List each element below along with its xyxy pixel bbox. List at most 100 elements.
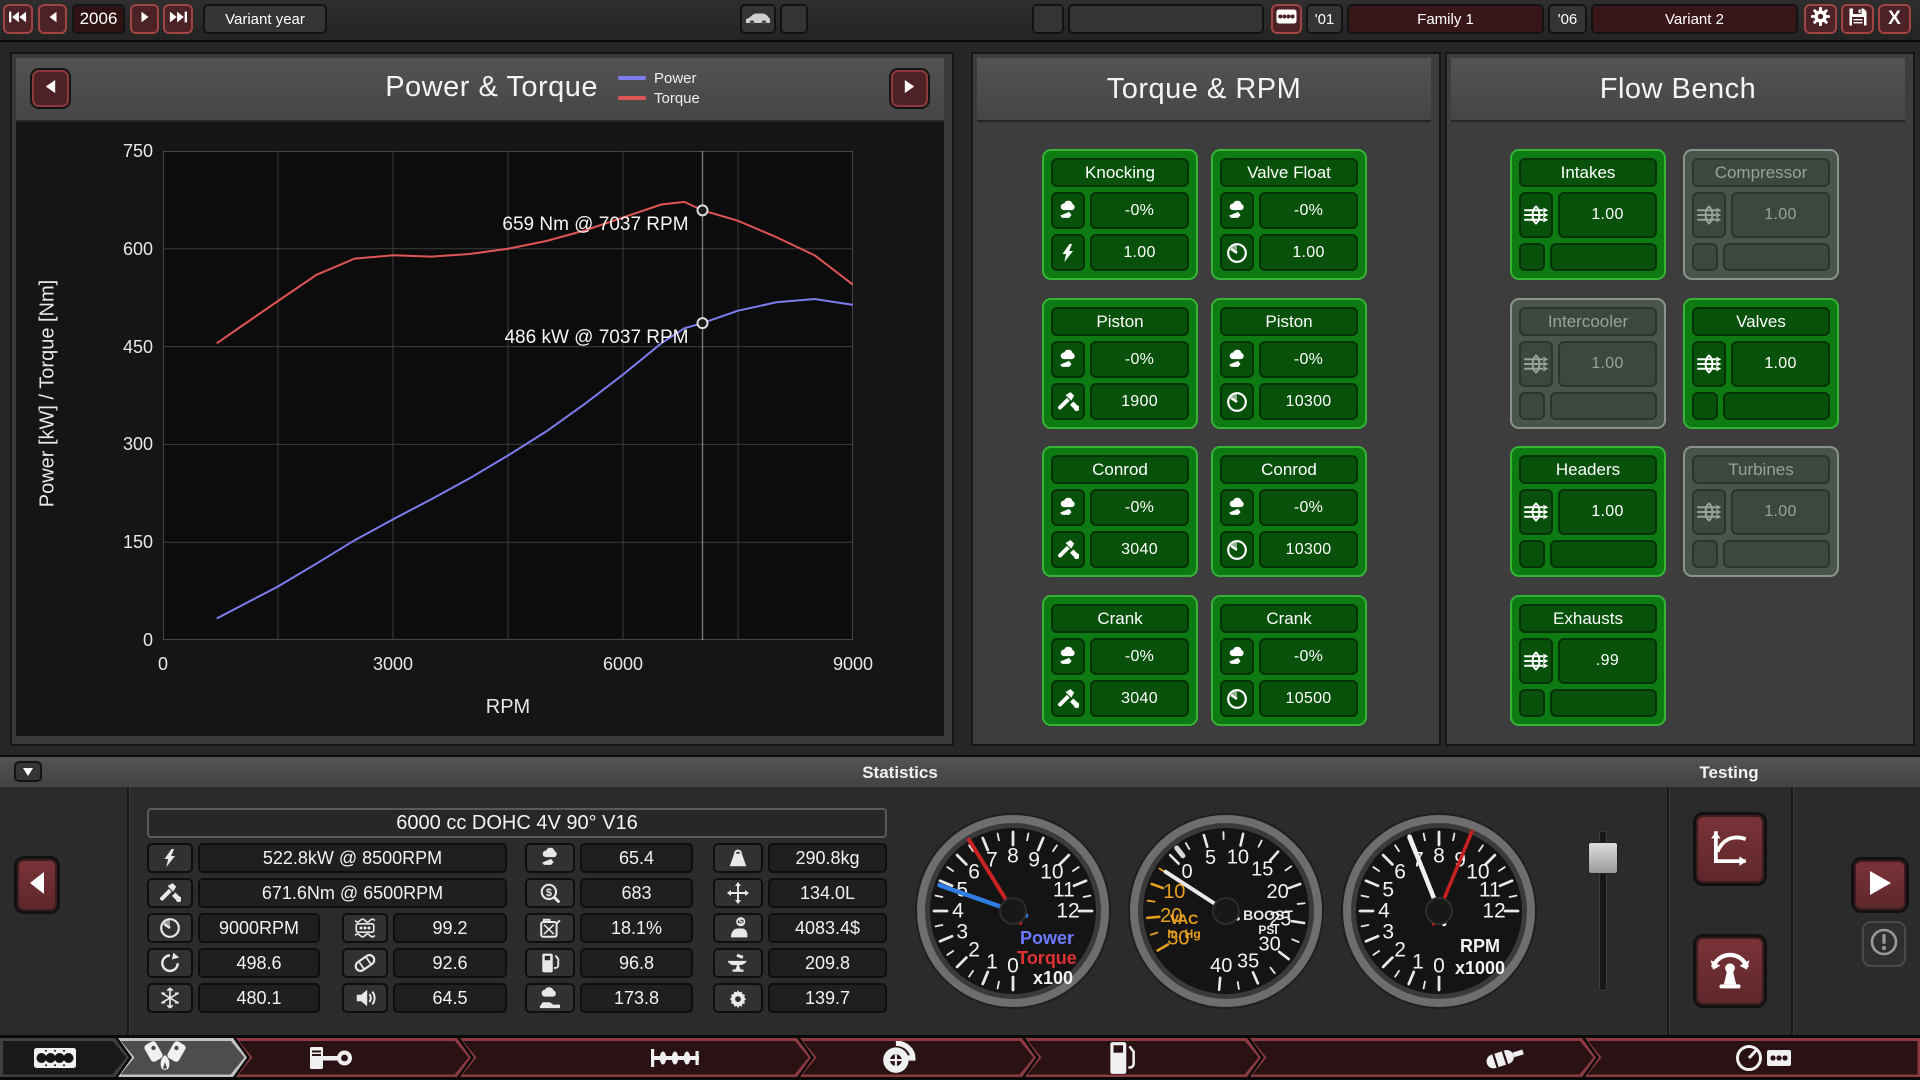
flow-icon[interactable] bbox=[1692, 489, 1726, 535]
run-test-button[interactable] bbox=[1851, 857, 1909, 913]
chart-next-button[interactable] bbox=[891, 70, 928, 107]
next-year-button[interactable] bbox=[130, 4, 159, 34]
flow-icon[interactable] bbox=[1692, 192, 1726, 238]
warning-button[interactable] bbox=[1862, 921, 1906, 967]
empty-slot[interactable] bbox=[1692, 540, 1718, 568]
box-title[interactable]: Piston bbox=[1220, 307, 1358, 336]
empty-slot[interactable] bbox=[1519, 243, 1545, 271]
toolbar-tab-fuelpump[interactable] bbox=[1025, 1038, 1261, 1077]
gauge-icon[interactable] bbox=[1220, 234, 1254, 271]
box-value[interactable]: -0% bbox=[1259, 341, 1358, 378]
box-title[interactable]: Headers bbox=[1519, 455, 1657, 484]
knock-icon[interactable] bbox=[1220, 341, 1254, 378]
toolbar-tab-piston[interactable] bbox=[236, 1038, 471, 1077]
topbar-empty-slot-1[interactable] bbox=[780, 4, 808, 34]
knock-icon[interactable] bbox=[1051, 192, 1085, 229]
empty-slot[interactable] bbox=[1550, 689, 1657, 717]
variant-name-box[interactable]: Variant 2 bbox=[1591, 4, 1798, 34]
box-value[interactable]: 3040 bbox=[1090, 531, 1189, 568]
flow-value[interactable]: 1.00 bbox=[1731, 489, 1830, 535]
save-button[interactable] bbox=[1841, 4, 1874, 34]
skip-last-year-button[interactable] bbox=[163, 4, 193, 34]
tools-icon[interactable] bbox=[1051, 531, 1085, 568]
box-value[interactable]: 1.00 bbox=[1090, 234, 1189, 271]
variant-year-value[interactable]: 2006 bbox=[72, 4, 125, 34]
knock-icon[interactable] bbox=[1220, 489, 1254, 526]
flow-icon[interactable] bbox=[1519, 638, 1553, 684]
dyno-run-button[interactable] bbox=[1693, 934, 1767, 1008]
bolt-icon[interactable] bbox=[1051, 234, 1085, 271]
box-value[interactable]: -0% bbox=[1090, 341, 1189, 378]
box-value[interactable]: 3040 bbox=[1090, 680, 1189, 717]
gauge-icon[interactable] bbox=[1220, 383, 1254, 420]
knock-icon[interactable] bbox=[1220, 638, 1254, 675]
empty-slot[interactable] bbox=[1519, 540, 1545, 568]
box-title[interactable]: Knocking bbox=[1051, 158, 1189, 187]
box-title[interactable]: Crank bbox=[1051, 604, 1189, 633]
box-title[interactable]: Intakes bbox=[1519, 158, 1657, 187]
empty-slot[interactable] bbox=[1692, 392, 1718, 420]
empty-slot[interactable] bbox=[1519, 689, 1545, 717]
flow-icon[interactable] bbox=[1519, 192, 1553, 238]
flow-value[interactable]: 1.00 bbox=[1731, 341, 1830, 387]
settings-button[interactable] bbox=[1804, 4, 1837, 34]
flow-value[interactable]: 1.00 bbox=[1731, 192, 1830, 238]
flow-icon[interactable] bbox=[1692, 341, 1726, 387]
variant-year-badge[interactable]: '06 bbox=[1548, 4, 1587, 34]
empty-slot[interactable] bbox=[1550, 392, 1657, 420]
empty-slot[interactable] bbox=[1692, 243, 1718, 271]
box-value[interactable]: -0% bbox=[1090, 192, 1189, 229]
chart-prev-button[interactable] bbox=[32, 70, 69, 107]
car-mode-button[interactable] bbox=[740, 4, 776, 34]
close-button[interactable]: X bbox=[1878, 4, 1911, 34]
box-title[interactable]: Turbines bbox=[1692, 455, 1830, 484]
collapse-statistics-button[interactable] bbox=[14, 761, 42, 782]
gauge-icon[interactable] bbox=[1220, 680, 1254, 717]
empty-slot[interactable] bbox=[1550, 540, 1657, 568]
box-title[interactable]: Compressor bbox=[1692, 158, 1830, 187]
box-title[interactable]: Intercooler bbox=[1519, 307, 1657, 336]
box-title[interactable]: Valve Float bbox=[1220, 158, 1358, 187]
flow-icon[interactable] bbox=[1519, 341, 1553, 387]
box-value[interactable]: 10300 bbox=[1259, 383, 1358, 420]
toolbar-tab-camshaft[interactable] bbox=[460, 1038, 811, 1077]
toolbar-tab-engineblock[interactable] bbox=[0, 1038, 129, 1077]
box-title[interactable]: Piston bbox=[1051, 307, 1189, 336]
flow-value[interactable]: 1.00 bbox=[1558, 489, 1657, 535]
tools-icon[interactable] bbox=[1051, 680, 1085, 717]
knock-icon[interactable] bbox=[1051, 489, 1085, 526]
flow-value[interactable]: .99 bbox=[1558, 638, 1657, 684]
empty-slot[interactable] bbox=[1550, 243, 1657, 271]
empty-slot[interactable] bbox=[1723, 243, 1830, 271]
box-title[interactable]: Conrod bbox=[1051, 455, 1189, 484]
flow-value[interactable]: 1.00 bbox=[1558, 192, 1657, 238]
toolbar-tab-dyno[interactable] bbox=[1585, 1038, 1920, 1077]
family-name-box[interactable]: Family 1 bbox=[1347, 4, 1544, 34]
prev-year-button[interactable] bbox=[38, 4, 67, 34]
knock-icon[interactable] bbox=[1051, 341, 1085, 378]
dyno-graph-button[interactable] bbox=[1693, 812, 1767, 886]
box-value[interactable]: 10500 bbox=[1259, 680, 1358, 717]
skip-first-year-button[interactable] bbox=[3, 4, 33, 34]
empty-slot[interactable] bbox=[1723, 540, 1830, 568]
tools-icon[interactable] bbox=[1051, 383, 1085, 420]
gauge-slider-handle[interactable] bbox=[1588, 842, 1618, 874]
box-title[interactable]: Exhausts bbox=[1519, 604, 1657, 633]
box-title[interactable]: Conrod bbox=[1220, 455, 1358, 484]
empty-slot[interactable] bbox=[1519, 392, 1545, 420]
toolbar-tab-heads[interactable] bbox=[118, 1038, 247, 1077]
flow-icon[interactable] bbox=[1519, 489, 1553, 535]
box-title[interactable]: Valves bbox=[1692, 307, 1830, 336]
knock-icon[interactable] bbox=[1220, 192, 1254, 229]
box-value[interactable]: 1.00 bbox=[1259, 234, 1358, 271]
box-value[interactable]: -0% bbox=[1259, 638, 1358, 675]
knock-icon[interactable] bbox=[1051, 638, 1085, 675]
box-value[interactable]: -0% bbox=[1090, 489, 1189, 526]
box-value[interactable]: -0% bbox=[1090, 638, 1189, 675]
toolbar-tab-turbo[interactable] bbox=[800, 1038, 1036, 1077]
toolbar-tab-muffler2[interactable] bbox=[1250, 1038, 1596, 1077]
family-year-badge[interactable]: '01 bbox=[1306, 4, 1343, 34]
box-value[interactable]: 10300 bbox=[1259, 531, 1358, 568]
flow-value[interactable]: 1.00 bbox=[1558, 341, 1657, 387]
empty-slot[interactable] bbox=[1723, 392, 1830, 420]
